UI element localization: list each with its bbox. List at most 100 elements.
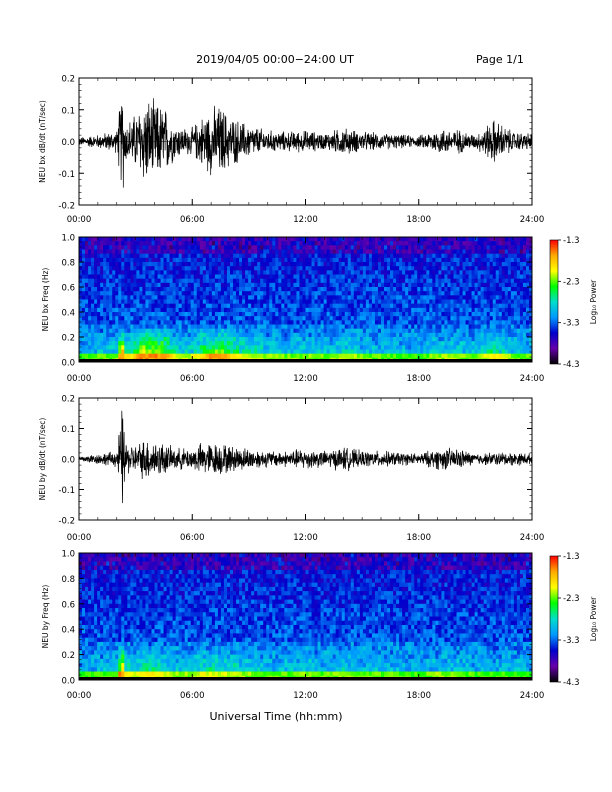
heatmap-cell: [239, 337, 243, 342]
heatmap-cell: [154, 328, 158, 334]
heatmap-cell: [133, 303, 137, 309]
heatmap-cell: [142, 337, 146, 342]
heatmap-cell: [471, 274, 476, 280]
heatmap-cell: [474, 237, 479, 242]
heatmap-cell: [371, 287, 376, 292]
heatmap-cell: [347, 295, 352, 300]
heatmap-cell: [465, 262, 469, 267]
heatmap-cell: [374, 337, 379, 342]
heatmap-cell: [417, 287, 421, 292]
heatmap-cell: [374, 312, 379, 317]
heatmap-cell: [411, 257, 415, 263]
heatmap-cell: [199, 249, 204, 255]
heatmap-cell: [453, 349, 457, 355]
heatmap-cell: [432, 337, 436, 342]
heatmap-cell: [438, 303, 442, 309]
heatmap-cell: [414, 307, 418, 313]
heatmap-cell: [214, 295, 219, 300]
heatmap-cell: [423, 270, 427, 275]
heatmap-cell: [130, 274, 134, 280]
heatmap-cell: [483, 282, 488, 288]
heatmap-cell: [85, 274, 89, 280]
heatmap-cell: [254, 266, 258, 271]
heatmap-cell: [257, 341, 261, 346]
heatmap-cell: [196, 262, 201, 267]
heatmap-cell: [519, 299, 524, 305]
heatmap-cell: [444, 278, 448, 284]
heatmap-cell: [242, 332, 246, 338]
heatmap-cell: [266, 328, 270, 334]
heatmap-cell: [362, 312, 367, 317]
heatmap-cell: [480, 341, 485, 346]
heatmap-cell: [124, 307, 128, 313]
heatmap-cell: [302, 341, 306, 346]
heatmap-cell: [498, 237, 503, 242]
heatmap-cell: [154, 262, 158, 267]
heatmap-cell: [142, 253, 146, 259]
heatmap-cell: [492, 253, 497, 259]
heatmap-cell: [486, 320, 491, 325]
heatmap-cell: [417, 353, 421, 359]
heatmap-cell: [507, 316, 512, 321]
heatmap-cell: [362, 262, 367, 267]
heatmap-cell: [217, 282, 222, 288]
heatmap-cell: [94, 328, 98, 334]
heatmap-cell: [341, 320, 346, 325]
heatmap-cell: [396, 349, 400, 355]
heatmap-cell: [193, 312, 198, 317]
heatmap-cell: [411, 332, 415, 338]
heatmap-cell: [106, 245, 110, 250]
heatmap-cell: [127, 237, 131, 242]
heatmap-cell: [136, 295, 140, 300]
heatmap-cell: [441, 328, 445, 334]
heatmap-cell: [199, 278, 204, 284]
heatmap-cell: [374, 320, 379, 325]
heatmap-cell: [139, 349, 143, 355]
heatmap-cell: [522, 266, 527, 271]
heatmap-cell: [287, 270, 291, 275]
heatmap-cell: [205, 253, 210, 259]
heatmap-cell: [492, 262, 497, 267]
heatmap-cell: [284, 278, 288, 284]
heatmap-cell: [374, 249, 379, 255]
heatmap-cell: [254, 337, 258, 342]
heatmap-cell: [284, 307, 288, 313]
heatmap-cell: [522, 291, 527, 296]
heatmap-cell: [205, 278, 210, 284]
heatmap-cell: [438, 320, 442, 325]
heatmap-cell: [426, 291, 430, 296]
heatmap-cell: [211, 282, 216, 288]
heatmap-cell: [127, 262, 131, 267]
heatmap-cell: [257, 262, 261, 267]
heatmap-cell: [390, 287, 394, 292]
heatmap-cell: [489, 316, 494, 321]
heatmap-cell: [142, 270, 146, 275]
heatmap-cell: [459, 266, 463, 271]
heatmap-cell: [269, 345, 273, 350]
heatmap-cell: [245, 278, 249, 284]
heatmap-cell: [278, 349, 282, 355]
heatmap-cell: [444, 328, 448, 334]
heatmap-cell: [178, 312, 183, 317]
x-tick-label: 12:00: [293, 215, 318, 225]
heatmap-cell: [320, 299, 325, 305]
heatmap-cell: [205, 295, 210, 300]
heatmap-cell: [290, 237, 294, 242]
heatmap-cell: [365, 353, 370, 359]
heatmap-cell: [160, 253, 164, 259]
heatmap-cell: [326, 295, 331, 300]
heatmap-cell: [163, 324, 167, 330]
heatmap-cell: [193, 337, 198, 342]
heatmap-cell: [106, 249, 110, 255]
heatmap-cell: [157, 307, 161, 313]
heatmap-cell: [187, 303, 192, 309]
heatmap-cell: [453, 291, 457, 296]
heatmap-cell: [154, 249, 158, 255]
heatmap-cell: [130, 303, 134, 309]
heatmap-cell: [97, 324, 101, 330]
heatmap-cell: [456, 274, 460, 280]
heatmap-cell: [393, 295, 397, 300]
heatmap-cell: [160, 237, 164, 242]
heatmap-cell: [82, 345, 86, 350]
heatmap-cell: [88, 257, 92, 263]
